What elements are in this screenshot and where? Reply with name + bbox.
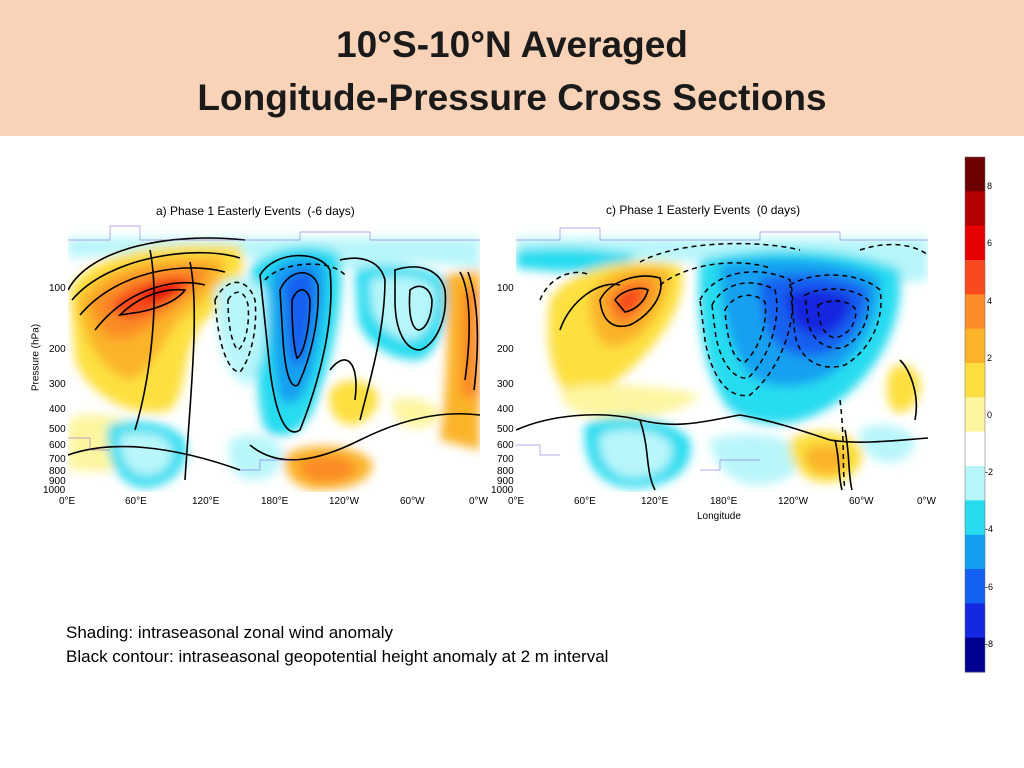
note-shading: Shading: intraseasonal zonal wind anomal… bbox=[66, 623, 393, 642]
colorbar-frame bbox=[964, 156, 986, 673]
page-title-line-1: 10°S-10°N Averaged bbox=[336, 24, 688, 65]
colorbar-tick: 2 bbox=[987, 353, 993, 363]
panel-c-ytick: 300 bbox=[497, 379, 514, 390]
panel-c-xlabel: Longitude bbox=[697, 511, 741, 522]
panel-c-title: c) Phase 1 Easterly Events (0 days) bbox=[606, 203, 801, 217]
panel-c-ytick: 400 bbox=[497, 404, 514, 415]
panel-c-xtick: 60°E bbox=[574, 496, 596, 507]
colorbar-segment bbox=[965, 397, 985, 433]
panel-a-xtick: 120°E bbox=[192, 496, 220, 507]
panel-c-ytick: 100 bbox=[497, 283, 514, 294]
colorbar-segment bbox=[965, 534, 985, 570]
panel-a-xtick: 120°W bbox=[329, 496, 360, 507]
colorbar-segment bbox=[965, 328, 985, 364]
colorbar-tick: 4 bbox=[987, 296, 993, 306]
title-banner: 10°S-10°N Averaged Longitude-Pressure Cr… bbox=[0, 0, 1024, 136]
colorbar-segment bbox=[965, 225, 985, 261]
colorbar-segment bbox=[965, 466, 985, 501]
panel-c-xtick: 0°E bbox=[508, 496, 525, 507]
panel-a-ytick: 400 bbox=[49, 404, 66, 415]
colorbar-tick: 0 bbox=[987, 410, 993, 420]
panel-a-ytick: 100 bbox=[49, 283, 66, 294]
colorbar-segment bbox=[965, 363, 985, 398]
colorbar-segment bbox=[965, 294, 985, 330]
panel-a-ytick: 800 bbox=[49, 466, 66, 477]
colorbar-segment bbox=[965, 260, 985, 295]
panel-a-ytick: 900 bbox=[49, 476, 66, 487]
panel-a-ytick: 600 bbox=[49, 440, 66, 451]
panel-c-ytick: 500 bbox=[497, 424, 514, 435]
panel-c-plot bbox=[516, 224, 928, 492]
panel-a-ytick: 300 bbox=[49, 379, 66, 390]
colorbar-segment bbox=[965, 569, 985, 604]
colorbar-segment bbox=[965, 431, 985, 467]
panel-a-xtick: 0°W bbox=[469, 496, 488, 507]
panel-c-xtick: 60°W bbox=[849, 496, 874, 507]
panel-a-ytick: 700 bbox=[49, 454, 66, 465]
panel-a-title: a) Phase 1 Easterly Events (-6 days) bbox=[156, 204, 355, 218]
colorbar-segment bbox=[965, 637, 985, 673]
note-contour: Black contour: intraseasonal geopotentia… bbox=[66, 647, 609, 666]
panel-a-ytick: 200 bbox=[49, 344, 66, 355]
colorbar-tick: 8 bbox=[987, 181, 993, 191]
colorbar-tick: -2 bbox=[985, 467, 994, 477]
colorbar-tick: -4 bbox=[985, 524, 994, 534]
panel-c-xtick: 120°E bbox=[641, 496, 669, 507]
colorbar bbox=[965, 157, 985, 673]
panel-a-xtick: 0°E bbox=[59, 496, 76, 507]
panel-c-ytick: 700 bbox=[497, 454, 514, 465]
colorbar-segment bbox=[965, 603, 985, 639]
panel-c-xtick: 120°W bbox=[778, 496, 809, 507]
panel-c-ytick: 600 bbox=[497, 440, 514, 451]
colorbar-segment bbox=[965, 157, 985, 192]
panel-c-ytick: 900 bbox=[497, 476, 514, 487]
panel-c-ytick: 200 bbox=[497, 344, 514, 355]
colorbar-segment bbox=[965, 191, 985, 227]
panel-c-ytick: 800 bbox=[497, 466, 514, 477]
panel-a-ytick: 500 bbox=[49, 424, 66, 435]
panel-c-xtick: 180°E bbox=[710, 496, 738, 507]
colorbar-tick: -6 bbox=[985, 582, 994, 592]
colorbar-tick: -8 bbox=[985, 639, 994, 649]
panel-a-xtick: 60°W bbox=[400, 496, 425, 507]
panel-a-xtick: 60°E bbox=[125, 496, 147, 507]
panel-a-plot bbox=[68, 224, 480, 492]
colorbar-tick: 6 bbox=[987, 238, 993, 248]
page-title-line-2: Longitude-Pressure Cross Sections bbox=[197, 77, 827, 118]
panel-a-ytick: 1000 bbox=[43, 485, 66, 496]
panel-c-xtick: 0°W bbox=[917, 496, 936, 507]
panel-c-ytick: 1000 bbox=[491, 485, 514, 496]
panel-a-xtick: 180°E bbox=[261, 496, 289, 507]
colorbar-segment bbox=[965, 500, 985, 536]
